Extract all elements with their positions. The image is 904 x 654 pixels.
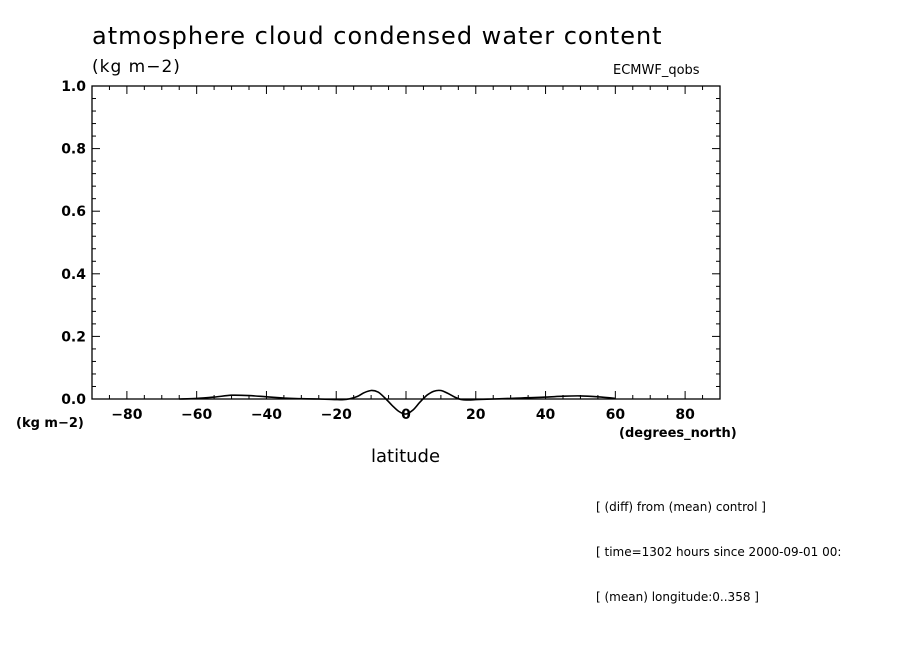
x-axis-label: latitude xyxy=(371,446,441,467)
x-tick-label: 40 xyxy=(536,407,556,423)
series-line xyxy=(179,389,616,415)
x-tick-label: −40 xyxy=(251,407,282,423)
x-tick-label: −60 xyxy=(181,407,212,423)
plot-frame xyxy=(91,85,721,400)
y-tick-label: 0.0 xyxy=(61,392,86,408)
x-tick-label: −80 xyxy=(111,407,142,423)
y-tick-label: 0.6 xyxy=(61,204,86,220)
x-tick-label: −20 xyxy=(321,407,352,423)
x-tick-label: 60 xyxy=(606,407,626,423)
x-axis-units-label: (degrees_north) xyxy=(619,426,737,441)
y-tick-label: 0.2 xyxy=(61,329,86,345)
note-line: [ (mean) longitude:0..358 ] xyxy=(596,590,759,604)
y-axis-units-label: (kg m−2) xyxy=(16,416,84,431)
y-tick-label: 0.8 xyxy=(61,142,86,158)
y-tick-label: 1.0 xyxy=(61,79,86,95)
model-label: ECMWF_qobs xyxy=(613,63,700,78)
x-tick-label: 0 xyxy=(401,407,411,423)
note-line: [ (diff) from (mean) control ] xyxy=(596,500,766,514)
annotation-notes: [ (diff) from (mean) control ] [ time=13… xyxy=(596,470,841,620)
x-tick-label: 80 xyxy=(675,407,695,423)
chart-title: atmosphere cloud condensed water content xyxy=(92,22,663,50)
y-tick-label: 0.4 xyxy=(61,267,86,283)
units-label-top: (kg m−2) xyxy=(92,57,181,77)
x-tick-label: 20 xyxy=(466,407,486,423)
note-line: [ time=1302 hours since 2000-09-01 00: xyxy=(596,545,842,559)
